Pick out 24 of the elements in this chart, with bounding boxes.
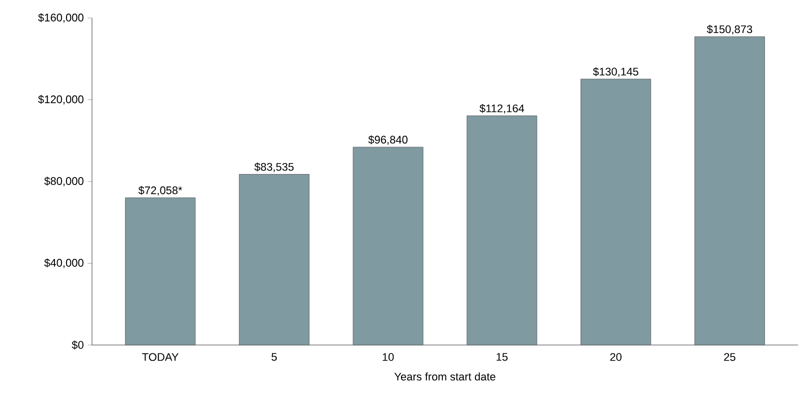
x-tick-label: 25	[724, 353, 736, 361]
x-tick-label: 20	[610, 353, 622, 361]
y-tick-label: $0	[72, 340, 84, 350]
bar	[125, 198, 196, 346]
bar	[466, 116, 538, 346]
data-label: $72,058*	[138, 186, 182, 196]
x-tick-label: 10	[382, 353, 394, 361]
data-label: $150,873	[706, 24, 752, 34]
data-label: $130,145	[592, 67, 638, 77]
data-label: $83,535	[254, 162, 294, 172]
x-tick-label: TODAY	[142, 353, 179, 361]
x-tick-label: 5	[272, 353, 277, 361]
y-tick-label: $80,000	[44, 176, 84, 186]
y-tick-label: $40,000	[44, 258, 84, 268]
y-tick-label: $160,000	[38, 13, 84, 23]
bar	[238, 174, 310, 346]
data-label: $112,164	[480, 104, 524, 114]
x-tick-label: 15	[496, 353, 508, 361]
bar	[580, 78, 652, 346]
bar	[352, 146, 424, 346]
x-axis-title: Years from start date	[394, 372, 496, 381]
bar	[694, 36, 765, 346]
data-label: $96,840	[368, 135, 408, 145]
y-tick-label: $120,000	[38, 94, 84, 105]
